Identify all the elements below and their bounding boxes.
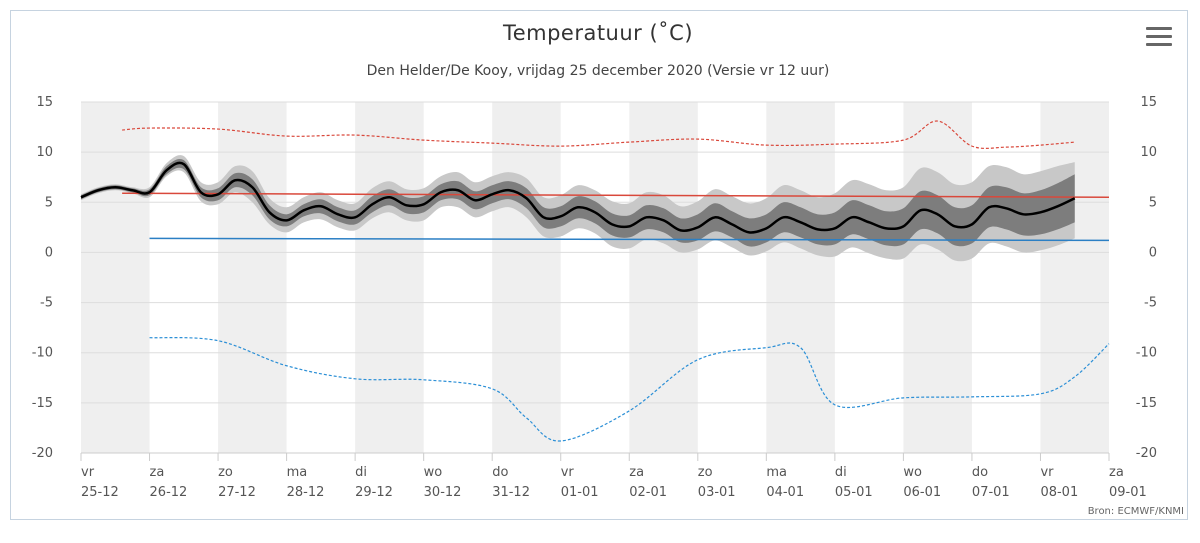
x-tick-date-label: 07-01: [972, 485, 1010, 500]
x-tick-date-label: 27-12: [218, 485, 256, 500]
menu-bar: [1146, 27, 1172, 30]
chart-frame: [10, 10, 1188, 520]
x-tick-date-label: 04-01: [766, 485, 804, 500]
y-tick-label-right: -10: [1136, 346, 1157, 361]
x-tick-day-label: di: [355, 465, 367, 480]
x-tick-date-label: 08-01: [1040, 485, 1078, 500]
x-tick-date-label: 25-12: [81, 485, 119, 500]
x-tick-date-label: 30-12: [424, 485, 462, 500]
max-record-line: [122, 120, 1075, 149]
median-line: [80, 161, 1076, 234]
day-shade-band: [1040, 102, 1109, 453]
y-tick-label-right: 10: [1140, 145, 1157, 160]
x-tick-date-label: 29-12: [355, 485, 393, 500]
day-shade-band: [903, 102, 972, 453]
x-tick-day-label: za: [150, 465, 165, 480]
y-tick-label-right: -20: [1136, 446, 1157, 461]
y-tick-label-right: 0: [1149, 245, 1157, 260]
x-tick-day-label: do: [492, 465, 508, 480]
x-tick-date-label: 26-12: [150, 485, 188, 500]
source-credit: Bron: ECMWF/KNMI: [1087, 506, 1184, 517]
y-tick-label-left: -5: [40, 296, 53, 311]
menu-bar: [1146, 35, 1172, 38]
x-tick-day-label: wo: [903, 465, 922, 480]
x-tick-date-label: 05-01: [835, 485, 873, 500]
y-tick-label-left: -20: [32, 446, 53, 461]
x-tick-day-label: wo: [424, 465, 443, 480]
x-tick-day-label: vr: [561, 465, 575, 480]
day-shade-band: [355, 102, 424, 453]
x-tick-day-label: ma: [287, 465, 308, 480]
day-shade-band: [218, 102, 287, 453]
y-tick-label-left: -10: [32, 346, 53, 361]
y-tick-label-left: 10: [36, 145, 53, 160]
x-tick-date-label: 06-01: [903, 485, 941, 500]
x-tick-day-label: do: [972, 465, 988, 480]
x-tick-date-label: 09-01: [1109, 485, 1147, 500]
y-tick-label-right: -5: [1144, 296, 1157, 311]
x-tick-day-label: di: [835, 465, 847, 480]
x-tick-day-label: za: [629, 465, 644, 480]
y-tick-label-left: 15: [36, 95, 53, 110]
x-tick-date-label: 01-01: [561, 485, 599, 500]
x-tick-day-label: zo: [218, 465, 233, 480]
x-tick-date-label: 03-01: [698, 485, 736, 500]
y-tick-label-left: 0: [45, 245, 53, 260]
y-tick-label-right: -15: [1136, 396, 1157, 411]
day-shade-band: [766, 102, 835, 453]
x-tick-date-label: 02-01: [629, 485, 667, 500]
chart-title: Temperatuur (˚C): [502, 21, 694, 45]
day-shade-band: [629, 102, 698, 453]
y-tick-label-left: -15: [32, 396, 53, 411]
x-tick-day-label: zo: [698, 465, 713, 480]
y-tick-label-right: 15: [1140, 95, 1157, 110]
x-tick-day-label: vr: [81, 465, 95, 480]
day-shade-band: [81, 102, 150, 453]
ensemble-inner-band: [81, 158, 1075, 247]
y-tick-label-right: 5: [1149, 195, 1157, 210]
y-tick-label-left: 5: [45, 195, 53, 210]
x-tick-day-label: ma: [766, 465, 787, 480]
day-shade-band: [492, 102, 561, 453]
normal-min-line: [149, 237, 1110, 242]
x-tick-day-label: vr: [1040, 465, 1054, 480]
hamburger-menu-icon[interactable]: [1146, 27, 1172, 49]
x-tick-day-label: za: [1109, 465, 1124, 480]
chart-subtitle: Den Helder/De Kooy, vrijdag 25 december …: [366, 63, 830, 79]
x-tick-date-label: 28-12: [287, 485, 325, 500]
menu-bar: [1146, 43, 1172, 46]
min-record-line: [149, 336, 1110, 442]
x-tick-date-label: 31-12: [492, 485, 530, 500]
normal-max-line: [122, 192, 1110, 199]
